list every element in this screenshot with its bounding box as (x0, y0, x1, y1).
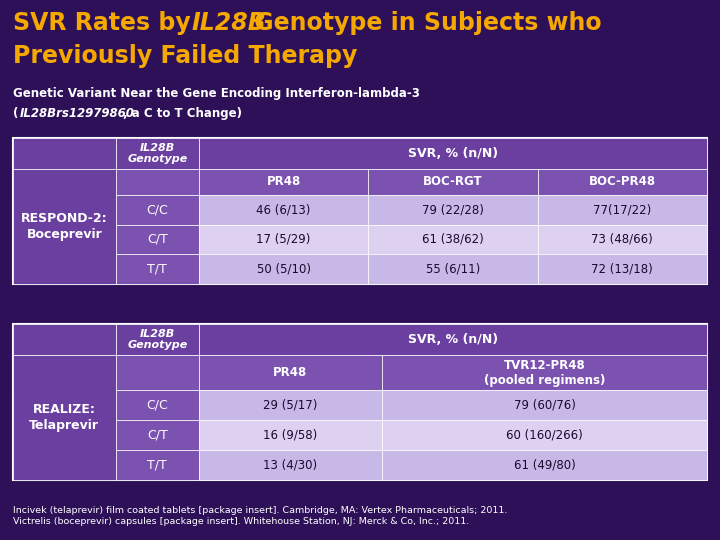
Bar (13, 355, 116, 390)
Text: TVR12-PR48
(pooled regimens): TVR12-PR48 (pooled regimens) (484, 359, 605, 387)
Text: Incivek (telaprevir) film coated tablets [package insert]. Cambridge, MA: Vertex: Incivek (telaprevir) film coated tablets… (13, 505, 508, 526)
Bar (199, 390, 382, 420)
Bar (369, 195, 538, 225)
Bar (13, 324, 116, 355)
Text: C/C: C/C (146, 399, 168, 412)
Text: 72 (13/18): 72 (13/18) (592, 262, 653, 276)
Text: 79 (60/76): 79 (60/76) (513, 399, 575, 412)
Bar (13, 138, 116, 169)
Text: IL28B
Genotype: IL28B Genotype (127, 143, 187, 164)
Bar (116, 324, 199, 355)
Text: C/T: C/T (147, 233, 168, 246)
Bar (382, 355, 707, 390)
Bar (199, 195, 369, 225)
Bar (13, 355, 116, 480)
Bar (369, 254, 538, 284)
Bar (116, 390, 199, 420)
Text: , a C to T Change): , a C to T Change) (123, 107, 242, 120)
Bar (199, 254, 369, 284)
Text: 29 (5/17): 29 (5/17) (264, 399, 318, 412)
Text: IL28B
Genotype: IL28B Genotype (127, 329, 187, 350)
Bar (116, 450, 199, 480)
Text: 17 (5/29): 17 (5/29) (256, 233, 311, 246)
Text: 16 (9/58): 16 (9/58) (264, 428, 318, 442)
Text: 55 (6/11): 55 (6/11) (426, 262, 480, 276)
Bar (116, 355, 199, 390)
Bar (199, 355, 382, 390)
Text: IL28Brs12979860: IL28Brs12979860 (20, 107, 135, 120)
Bar (116, 195, 199, 225)
Text: REALIZE:
Telaprevir: REALIZE: Telaprevir (30, 403, 99, 432)
Text: T/T: T/T (148, 458, 167, 471)
Text: C/C: C/C (146, 203, 168, 217)
Bar (116, 138, 199, 169)
Text: SVR, % (n/N): SVR, % (n/N) (408, 147, 498, 160)
Text: IL28B: IL28B (192, 11, 266, 35)
Text: 13 (4/30): 13 (4/30) (264, 458, 318, 471)
Text: 46 (6/13): 46 (6/13) (256, 203, 311, 217)
Bar (538, 195, 707, 225)
Bar (369, 169, 538, 195)
Bar (116, 254, 199, 284)
Bar (199, 450, 382, 480)
Bar (116, 169, 199, 195)
Bar (199, 324, 707, 355)
Bar (382, 390, 707, 420)
Text: T/T: T/T (148, 262, 167, 276)
Text: 61 (38/62): 61 (38/62) (422, 233, 484, 246)
Bar (199, 225, 369, 254)
Bar (13, 169, 116, 284)
Bar (382, 450, 707, 480)
Bar (538, 169, 707, 195)
Text: BOC-RGT: BOC-RGT (423, 176, 483, 188)
Text: SVR Rates by: SVR Rates by (13, 11, 199, 35)
Text: PR48: PR48 (266, 176, 301, 188)
Bar (116, 420, 199, 450)
Text: PR48: PR48 (274, 366, 307, 380)
Text: 73 (48/66): 73 (48/66) (592, 233, 653, 246)
Text: SVR, % (n/N): SVR, % (n/N) (408, 333, 498, 346)
Text: RESPOND-2:
Boceprevir: RESPOND-2: Boceprevir (21, 212, 107, 241)
Text: BOC-PR48: BOC-PR48 (589, 176, 656, 188)
Bar (538, 254, 707, 284)
Bar (199, 420, 382, 450)
Bar (116, 225, 199, 254)
Bar (13, 324, 707, 480)
Text: 79 (22/28): 79 (22/28) (422, 203, 484, 217)
Text: 50 (5/10): 50 (5/10) (256, 262, 310, 276)
Text: (: ( (13, 107, 18, 120)
Bar (369, 225, 538, 254)
Bar (199, 138, 707, 169)
Bar (13, 138, 707, 284)
Text: Genotype in Subjects who: Genotype in Subjects who (246, 11, 601, 35)
Bar (382, 420, 707, 450)
Text: 60 (160/266): 60 (160/266) (506, 428, 582, 442)
Text: C/T: C/T (147, 428, 168, 442)
Bar (13, 169, 116, 195)
Text: 61 (49/80): 61 (49/80) (513, 458, 575, 471)
Text: Previously Failed Therapy: Previously Failed Therapy (13, 44, 357, 68)
Text: Genetic Variant Near the Gene Encoding Interferon-lambda-3: Genetic Variant Near the Gene Encoding I… (13, 87, 420, 100)
Bar (538, 225, 707, 254)
Text: 77(17/22): 77(17/22) (593, 203, 652, 217)
Bar (199, 169, 369, 195)
